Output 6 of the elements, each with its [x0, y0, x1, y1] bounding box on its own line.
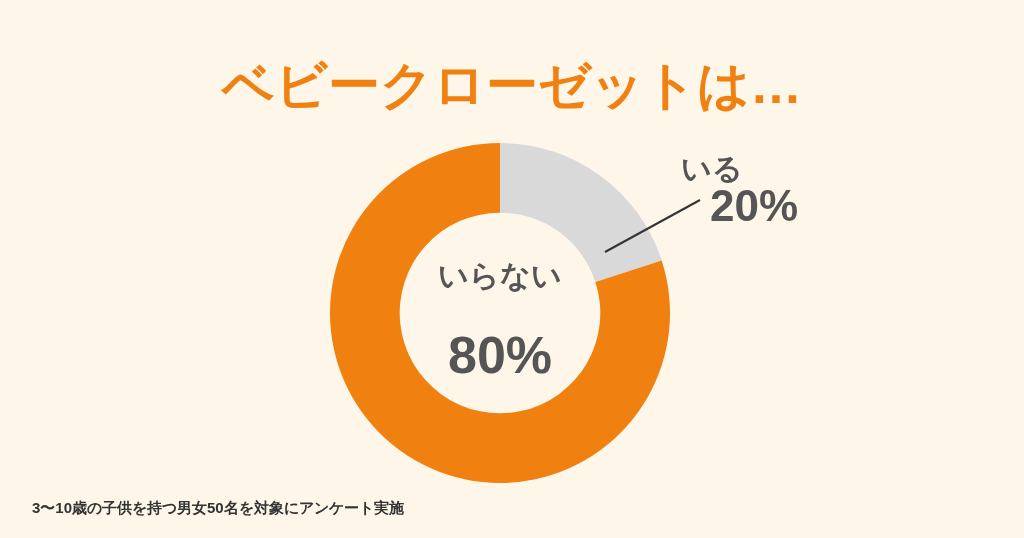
text: 3〜10歳の子供を持つ男女50名を対象にアンケート実施	[32, 499, 405, 516]
chart-title: ベビークローゼットは…	[220, 56, 802, 115]
data-label: 80%	[448, 326, 553, 384]
slice-label: いる	[681, 152, 743, 185]
slice-label: いらない	[438, 259, 562, 292]
donut-slice	[330, 143, 670, 483]
